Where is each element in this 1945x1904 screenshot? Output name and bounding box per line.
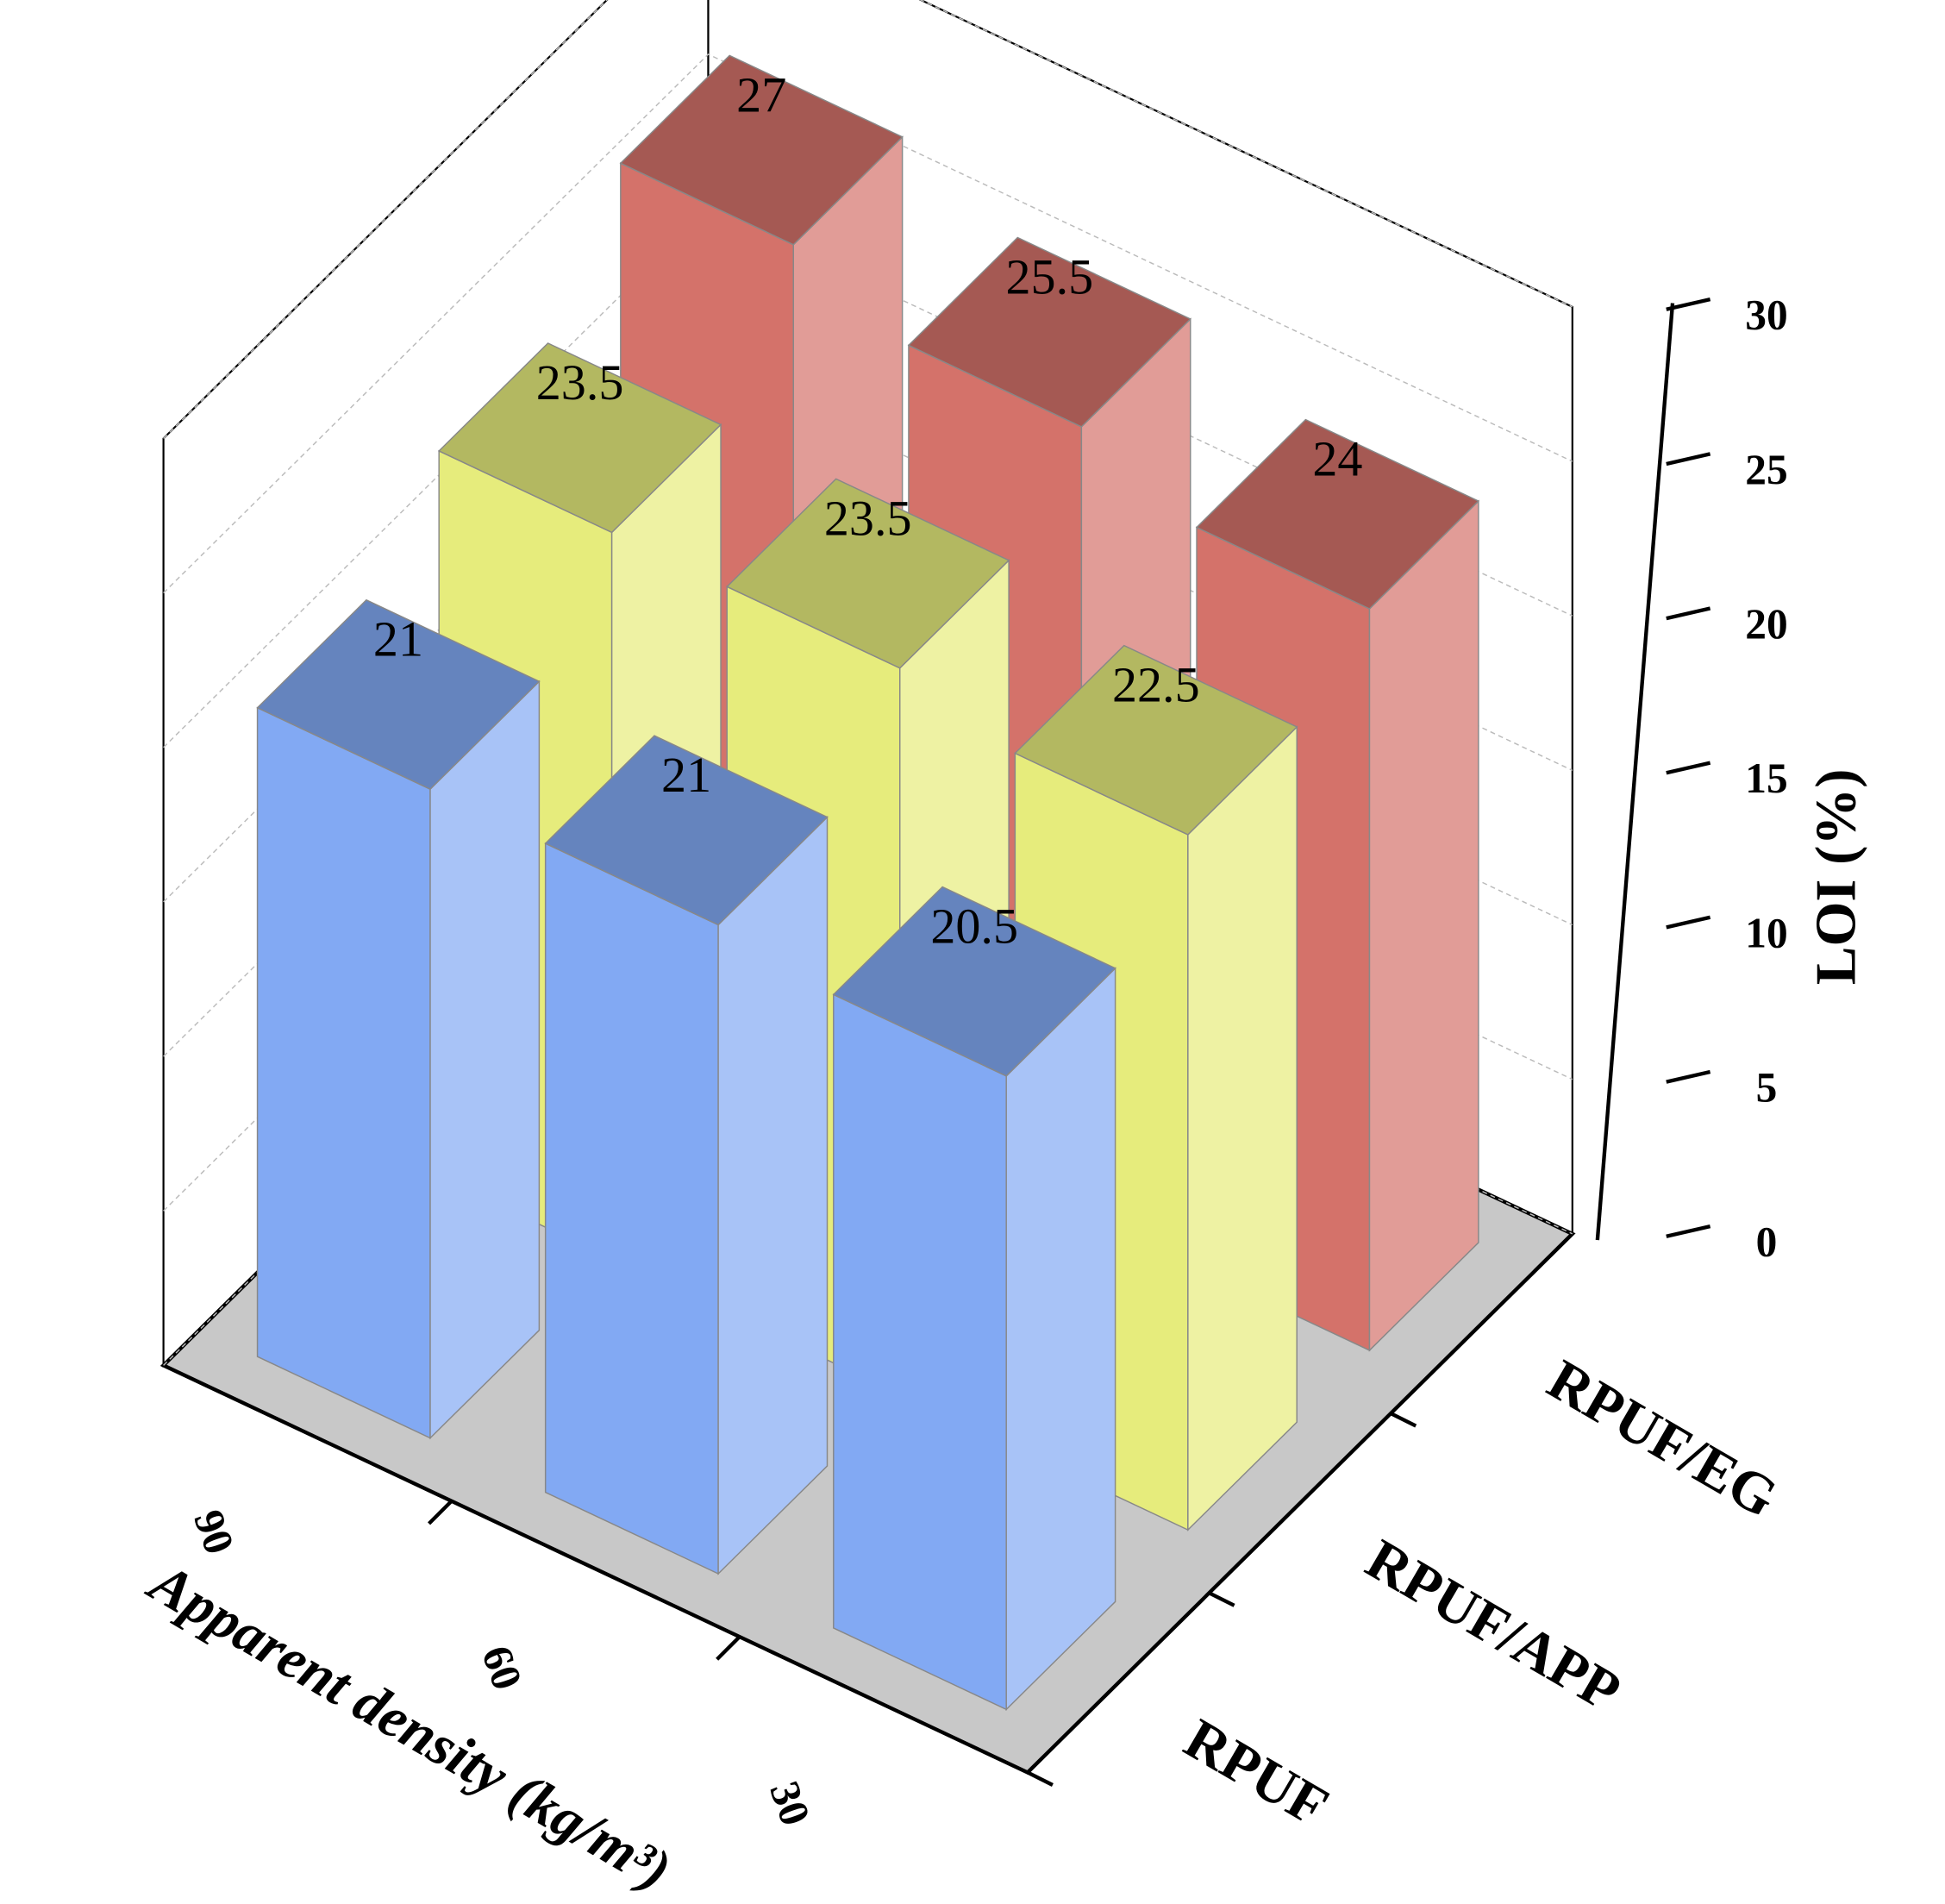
value-label: 20.5 [930,898,1018,954]
bar-side [429,680,541,1440]
grid-line [163,53,1573,594]
value-label: 23.5 [824,490,912,546]
z-axis [1595,303,1675,1241]
bar-side [717,815,829,1575]
z-tick-label: 0 [1756,1218,1778,1266]
bar-front [833,993,1007,1711]
bar-top [437,342,722,534]
x-axis-title: Apparent density (kg/m³) [136,1549,681,1902]
z-tick [1666,452,1711,467]
bar-side [1187,725,1298,1531]
z-tick-label: 25 [1745,446,1787,493]
x-tick [716,1635,741,1661]
value-label: 27 [736,66,786,122]
x-tick [428,1500,453,1525]
bar-top [256,598,541,791]
y-tick [1390,1412,1417,1428]
grid-line [163,0,1573,439]
value-label: 24 [1312,431,1362,487]
value-label: 22.5 [1112,656,1200,712]
y-tick-label: RPUF/APP [1355,1527,1630,1724]
value-label: 23.5 [536,354,624,410]
z-tick-label: 30 [1745,291,1787,339]
bar-side [1005,967,1116,1712]
z-tick [1666,761,1711,775]
bar-top [726,478,1010,669]
value-label: 21 [661,747,711,803]
value-label: 25.5 [1006,248,1094,304]
y-tick-label: RPUF/EG [1537,1348,1788,1531]
bar-top [619,54,904,246]
x-tick-label: 90 [184,1504,243,1560]
value-label: 21 [373,611,423,667]
bar-side [1368,499,1479,1352]
y-tick-label: RPUF [1174,1707,1339,1839]
z-tick [1666,915,1711,930]
z-axis-title: LOI (%) [1804,769,1867,986]
z-tick-label: 15 [1745,755,1787,802]
x-tick-label: 30 [760,1776,819,1832]
z-tick [1666,1069,1711,1084]
bar-top [1195,418,1480,610]
x-tick-label: 60 [472,1639,531,1695]
bar-top [832,886,1116,1077]
z-tick [1666,606,1711,621]
bar-top [544,735,829,926]
y-tick [1026,1770,1054,1787]
z-tick-label: 10 [1745,909,1787,956]
bar-top [1014,644,1298,836]
bar-front [544,842,719,1575]
bar-top [907,236,1192,428]
z-tick-label: 5 [1756,1064,1778,1112]
z-tick [1666,1224,1711,1238]
bar-front [256,706,431,1439]
z-tick-label: 20 [1745,600,1787,648]
y-tick [1208,1591,1235,1607]
